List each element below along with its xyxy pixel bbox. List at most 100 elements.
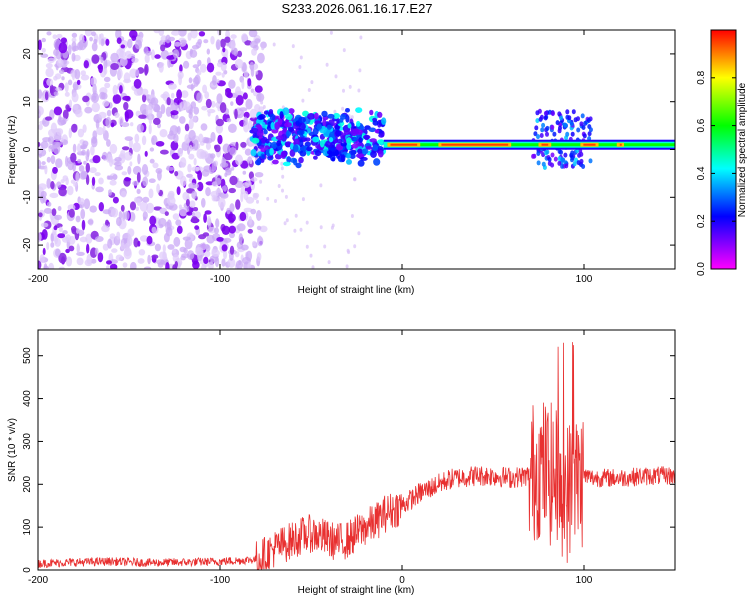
colorbar-tick-label: 0.0: [696, 262, 707, 276]
noise-blob: [91, 95, 97, 101]
noise-blob: [301, 197, 305, 202]
noise-blob: [251, 48, 257, 56]
noise-blob: [80, 74, 90, 81]
noise-blob: [167, 57, 172, 69]
signal-cell: [579, 158, 584, 164]
noise-blob: [148, 188, 154, 199]
noise-blob: [329, 30, 333, 35]
x-tick-label: 100: [576, 274, 593, 285]
noise-blob: [59, 69, 65, 75]
noise-blob: [136, 123, 144, 133]
noise-blob: [65, 256, 73, 267]
noise-blob: [245, 98, 253, 110]
y-tick-label: 300: [22, 433, 33, 450]
noise-blob: [64, 91, 70, 97]
noise-blob: [262, 105, 266, 109]
noise-blob: [168, 83, 177, 90]
noise-blob: [197, 170, 203, 181]
signal-cell: [552, 131, 557, 137]
y-tick-label: -10: [22, 190, 33, 205]
noise-blob: [182, 236, 191, 241]
noise-blob: [75, 171, 80, 183]
noise-blob: [174, 171, 179, 177]
noise-blob: [191, 190, 198, 200]
signal-cell: [531, 153, 536, 159]
noise-blob: [298, 65, 302, 69]
noise-blob: [139, 235, 149, 242]
noise-blob: [334, 74, 338, 79]
noise-blob: [142, 211, 148, 220]
signal-cell: [293, 138, 300, 147]
noise-blob: [137, 258, 145, 264]
noise-blob: [242, 92, 248, 100]
noise-blob: [103, 67, 108, 75]
noise-blob: [90, 145, 95, 156]
noise-blob: [127, 165, 132, 175]
noise-blob: [228, 187, 236, 194]
noise-blob: [249, 61, 255, 71]
noise-blob: [158, 62, 164, 73]
signal-cell: [296, 129, 305, 136]
noise-blob: [109, 263, 118, 269]
noise-blob: [311, 265, 315, 269]
signal-cell: [340, 154, 346, 163]
noise-blob: [254, 85, 263, 93]
noise-blob: [203, 39, 209, 44]
signal-cell: [373, 158, 381, 166]
signal-cell: [571, 109, 576, 115]
signal-cell: [360, 156, 368, 161]
noise-blob: [75, 109, 83, 118]
signal-cell: [588, 158, 593, 164]
noise-blob: [38, 142, 41, 147]
signal-cell: [348, 150, 357, 155]
noise-blob: [166, 97, 171, 106]
signal-cell: [377, 139, 385, 145]
noise-blob: [91, 42, 98, 52]
signal-cell: [288, 127, 295, 132]
noise-blob: [319, 183, 323, 188]
signal-cell: [312, 137, 317, 142]
signal-cell: [377, 111, 383, 118]
noise-blob: [97, 252, 104, 263]
noise-blob: [130, 122, 134, 127]
noise-blob: [38, 124, 43, 131]
x-tick-label: -100: [210, 575, 230, 586]
signal-cell: [333, 112, 340, 120]
noise-blob: [235, 90, 244, 96]
noise-blob: [229, 147, 237, 156]
noise-blob: [222, 185, 228, 192]
noise-blob: [133, 78, 142, 89]
noise-blob: [135, 206, 139, 211]
noise-blob: [251, 240, 257, 247]
noise-blob: [171, 152, 180, 160]
signal-cell: [541, 161, 546, 167]
noise-blob: [131, 57, 139, 63]
noise-blob: [170, 140, 179, 151]
noise-blob: [222, 158, 226, 165]
noise-blob: [105, 116, 112, 128]
noise-blob: [136, 198, 141, 206]
noise-blob: [196, 181, 204, 192]
noise-blob: [187, 163, 192, 173]
noise-blob: [157, 170, 162, 181]
noise-blob: [235, 154, 243, 166]
noise-blob: [249, 108, 258, 119]
noise-blob: [231, 47, 237, 55]
noise-blob: [44, 164, 48, 175]
signal-cell: [298, 139, 304, 148]
noise-blob: [226, 207, 231, 215]
noise-blob: [96, 127, 104, 136]
noise-blob: [132, 142, 141, 153]
noise-blob: [38, 212, 43, 218]
noise-blob: [230, 40, 236, 49]
noise-blob: [224, 167, 233, 173]
noise-blob: [122, 262, 128, 268]
signal-cell: [563, 122, 568, 128]
noise-blob: [102, 243, 109, 251]
x-tick-label: 0: [399, 274, 405, 285]
noise-blob: [280, 161, 284, 166]
noise-blob: [243, 71, 249, 79]
signal-peak: [441, 143, 509, 146]
noise-blob: [41, 37, 46, 43]
